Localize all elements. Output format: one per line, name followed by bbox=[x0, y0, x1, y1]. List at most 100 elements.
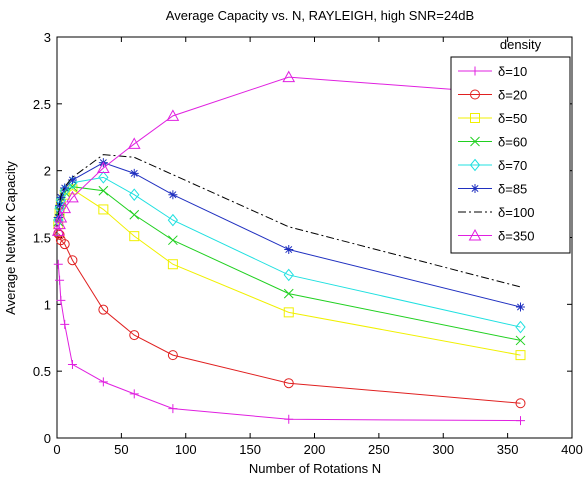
legend-entry: δ=20 bbox=[458, 88, 527, 103]
x-tick-label: 250 bbox=[368, 442, 390, 457]
data-point bbox=[60, 183, 70, 193]
legend-marker bbox=[470, 66, 480, 76]
data-point bbox=[168, 404, 178, 414]
data-point bbox=[129, 209, 140, 220]
x-tick-label: 150 bbox=[239, 442, 261, 457]
data-point bbox=[129, 389, 139, 399]
data-point bbox=[67, 359, 77, 369]
data-point bbox=[167, 350, 178, 361]
x-axis-label: Number of Rotations N bbox=[249, 461, 381, 476]
data-point bbox=[59, 239, 70, 250]
legend-label: δ=60 bbox=[498, 135, 527, 150]
x-tick-label: 300 bbox=[432, 442, 454, 457]
chart-title: Average Capacity vs. N, RAYLEIGH, high S… bbox=[166, 8, 474, 23]
data-point bbox=[98, 204, 109, 215]
data-point bbox=[515, 335, 526, 346]
data-point bbox=[168, 190, 178, 200]
legend-label: δ=70 bbox=[498, 158, 527, 173]
y-tick-label: 1.5 bbox=[33, 231, 51, 246]
data-point bbox=[515, 398, 526, 409]
data-point bbox=[66, 190, 79, 203]
data-point bbox=[168, 235, 178, 246]
legend-marker bbox=[470, 136, 480, 147]
data-point bbox=[516, 416, 525, 426]
data-point bbox=[67, 175, 77, 185]
data-point bbox=[129, 188, 140, 202]
data-point bbox=[98, 171, 109, 184]
legend-label: δ=50 bbox=[498, 111, 527, 126]
legend-entry: δ=60 bbox=[458, 135, 527, 150]
data-point bbox=[53, 217, 66, 230]
series-7 bbox=[57, 154, 521, 288]
legend-marker bbox=[469, 158, 481, 172]
data-point bbox=[59, 184, 70, 198]
legend-label: δ=350 bbox=[498, 229, 535, 244]
x-tick-label: 350 bbox=[497, 442, 519, 457]
data-point bbox=[67, 255, 78, 266]
data-point bbox=[515, 320, 526, 334]
data-point bbox=[56, 295, 66, 305]
series-line bbox=[57, 264, 521, 422]
legend-marker bbox=[470, 184, 480, 193]
data-point bbox=[51, 224, 65, 236]
x-tick-label: 200 bbox=[304, 442, 326, 457]
data-point bbox=[55, 200, 65, 210]
data-point bbox=[129, 168, 139, 178]
series-line bbox=[57, 162, 521, 308]
y-tick-label: 2.5 bbox=[33, 97, 51, 112]
y-axis-label: Average Network Capacity bbox=[3, 161, 18, 315]
data-point bbox=[97, 161, 110, 173]
legend-label: δ=10 bbox=[498, 64, 527, 79]
data-point bbox=[284, 414, 294, 424]
legend-label: δ=85 bbox=[498, 182, 527, 197]
legend-label: δ=100 bbox=[498, 205, 535, 220]
legend: density δ=10 δ=20 δ=50 δ=60 δ=70 δ=85 δ=100 δ=35… bbox=[450, 37, 571, 254]
x-tick-label: 400 bbox=[561, 442, 583, 457]
data-point bbox=[98, 304, 109, 315]
data-point bbox=[53, 259, 63, 269]
legend-entry: δ=350 bbox=[458, 229, 535, 244]
legend-marker bbox=[468, 228, 482, 241]
data-point bbox=[98, 185, 109, 196]
legend-entry: δ=70 bbox=[458, 158, 527, 173]
x-tick-label: 50 bbox=[114, 442, 128, 457]
legend-entry: δ=85 bbox=[458, 182, 527, 197]
series-1 bbox=[53, 259, 525, 426]
data-point bbox=[127, 137, 141, 149]
data-point bbox=[283, 307, 294, 318]
data-point bbox=[283, 378, 294, 389]
data-point bbox=[166, 109, 180, 121]
data-point bbox=[283, 288, 294, 299]
y-tick-label: 1 bbox=[44, 297, 51, 312]
legend-entry: δ=50 bbox=[458, 111, 527, 126]
data-point bbox=[60, 319, 70, 329]
data-point bbox=[284, 245, 294, 255]
legend-marker bbox=[470, 89, 480, 100]
data-point bbox=[516, 302, 525, 312]
y-tick-label: 0.5 bbox=[33, 364, 51, 379]
legend-label: δ=20 bbox=[498, 88, 527, 103]
x-tick-label: 0 bbox=[53, 442, 60, 457]
data-point bbox=[282, 70, 296, 83]
y-tick-label: 0 bbox=[44, 431, 51, 446]
legend-marker bbox=[470, 113, 480, 123]
legend-entry: δ=10 bbox=[458, 64, 527, 79]
y-tick-label: 3 bbox=[44, 30, 51, 45]
legend-title: density bbox=[500, 37, 542, 52]
data-point bbox=[515, 350, 526, 361]
data-point bbox=[98, 377, 108, 387]
data-point bbox=[283, 268, 294, 282]
legend-box bbox=[450, 56, 571, 254]
y-tick-label: 2 bbox=[44, 164, 51, 179]
data-point bbox=[55, 275, 65, 285]
series-2 bbox=[53, 228, 526, 409]
legend-entry: δ=100 bbox=[458, 205, 535, 220]
data-point bbox=[167, 259, 178, 270]
x-tick-label: 100 bbox=[175, 442, 197, 457]
data-point bbox=[129, 231, 140, 242]
data-point bbox=[54, 210, 68, 223]
data-point bbox=[58, 201, 72, 214]
data-point bbox=[129, 330, 140, 341]
data-point bbox=[167, 213, 179, 227]
